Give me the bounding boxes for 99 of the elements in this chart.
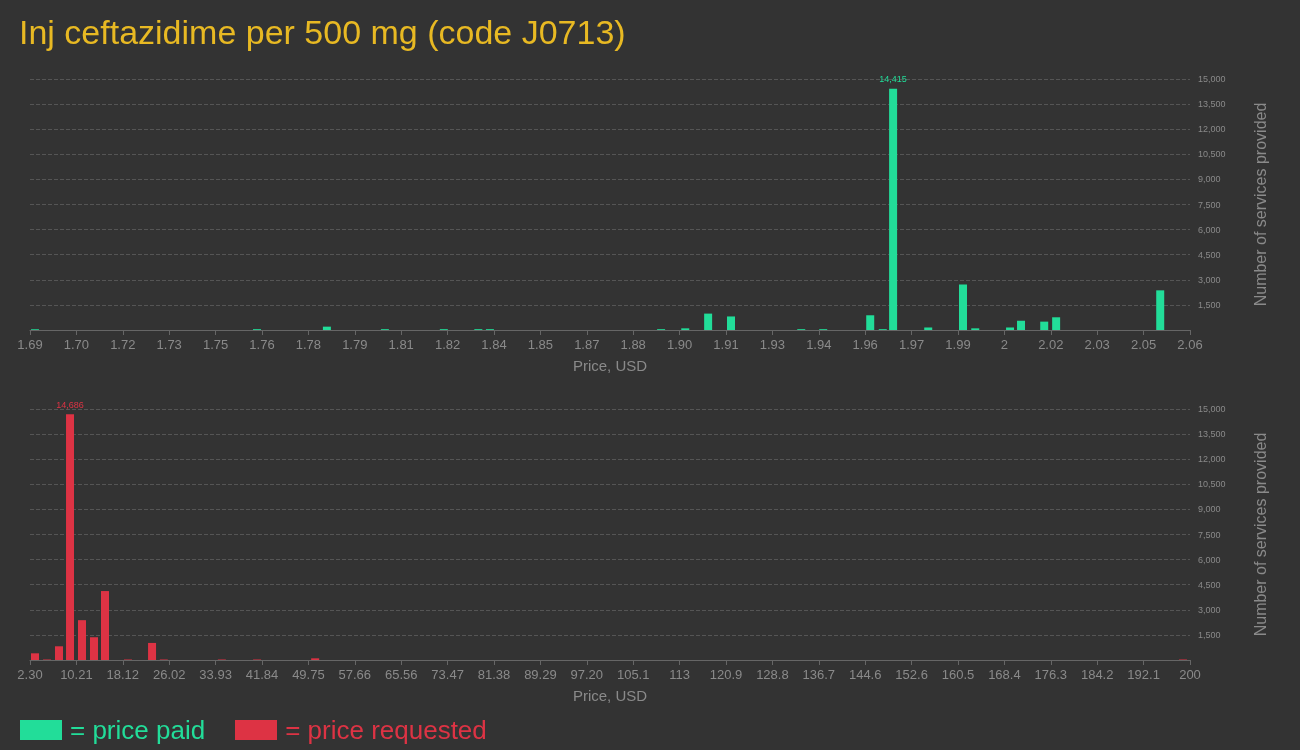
y-tick-label: 4,500 xyxy=(1198,579,1221,590)
y-tick-label: 7,500 xyxy=(1198,529,1221,540)
x-tick-label: 1.99 xyxy=(945,337,971,352)
bar xyxy=(866,315,875,330)
x-tick-label: 1.84 xyxy=(481,337,507,352)
y-tick-label: 15,000 xyxy=(1198,404,1226,414)
bar xyxy=(77,620,86,660)
y-tick-label: 9,000 xyxy=(1198,174,1221,185)
x-tick-label: 2.06 xyxy=(1177,337,1203,352)
x-tick-label: 81.38 xyxy=(477,667,511,682)
x-tick-label: 1.96 xyxy=(852,337,878,352)
x-tick-label: 1.78 xyxy=(295,337,322,352)
x-tick-label: 1.81 xyxy=(388,337,414,352)
chart-title: Inj ceftazidime per 500 mg (code J0713) xyxy=(19,13,626,51)
x-tick-label: 65.56 xyxy=(384,667,418,682)
y-tick-label: 10,500 xyxy=(1198,149,1226,160)
y-axis-title: Number of services provided xyxy=(1251,432,1269,637)
x-tick-label: 89.29 xyxy=(524,667,557,682)
y-tick-label: 4,500 xyxy=(1198,249,1221,260)
y-tick-label: 1,500 xyxy=(1198,629,1221,640)
x-tick-label: 1.79 xyxy=(342,337,368,352)
x-tick-label: 10.21 xyxy=(60,667,93,682)
x-tick-label: 2 xyxy=(1000,337,1009,352)
y-tick-label: 7,500 xyxy=(1198,199,1221,210)
x-tick-label: 1.76 xyxy=(249,337,275,352)
y-tick-label: 13,500 xyxy=(1198,99,1226,110)
x-tick-label: 160.5 xyxy=(941,667,975,682)
x-tick-label: 152.6 xyxy=(895,667,928,682)
x-tick-label: 1.73 xyxy=(156,337,182,352)
x-tick-label: 184.2 xyxy=(1080,667,1114,682)
x-tick-label: 2.03 xyxy=(1084,337,1110,352)
bar xyxy=(959,284,968,330)
bar xyxy=(1052,317,1061,330)
x-tick-label: 2.02 xyxy=(1038,337,1064,352)
x-tick-label: 2.05 xyxy=(1130,337,1157,352)
x-tick-label: 176.3 xyxy=(1034,667,1068,682)
x-tick-label: 200 xyxy=(1179,667,1201,682)
y-tick-label: 13,500 xyxy=(1198,429,1226,440)
x-tick-label: 113 xyxy=(669,667,690,682)
x-tick-label: 73.47 xyxy=(431,667,464,682)
x-tick-label: 128.8 xyxy=(756,667,789,682)
bar xyxy=(704,313,713,330)
bar xyxy=(90,637,99,660)
x-tick-label: 1.97 xyxy=(898,337,925,352)
x-tick-label: 1.91 xyxy=(713,337,739,352)
x-tick-label: 144.6 xyxy=(848,667,882,682)
bar xyxy=(66,414,75,660)
bar xyxy=(924,327,933,330)
y-tick-label: 12,000 xyxy=(1198,124,1226,135)
bar xyxy=(889,88,898,330)
y-tick-label: 3,000 xyxy=(1198,604,1221,615)
x-tick-label: 57.66 xyxy=(338,667,372,682)
x-tick-label: 168.4 xyxy=(988,667,1021,682)
x-tick-label: 120.9 xyxy=(709,667,743,682)
legend-label: = price paid xyxy=(70,714,206,746)
x-tick-label: 1.72 xyxy=(110,337,136,352)
bar xyxy=(30,653,39,660)
x-axis-title: Price, USD xyxy=(572,687,648,704)
x-tick-label: 1.87 xyxy=(574,337,600,352)
bar xyxy=(148,642,157,660)
bar xyxy=(1006,327,1015,330)
y-tick-label: 6,000 xyxy=(1198,554,1221,565)
x-tick-label: 1.82 xyxy=(434,337,461,352)
y-tick-label: 10,500 xyxy=(1198,479,1226,490)
bar xyxy=(1156,290,1165,330)
x-tick-label: 1.85 xyxy=(527,337,554,352)
x-tick-label: 1.69 xyxy=(17,337,43,352)
x-axis-title: Price, USD xyxy=(572,357,648,374)
bar xyxy=(1040,321,1049,330)
x-tick-label: 41.84 xyxy=(245,667,279,682)
data-label: 14,415 xyxy=(879,74,907,85)
bar xyxy=(100,591,109,660)
x-tick-label: 105.1 xyxy=(616,667,650,682)
y-tick-label: 12,000 xyxy=(1198,454,1226,465)
x-tick-label: 1.70 xyxy=(63,337,90,352)
x-tick-label: 1.90 xyxy=(666,337,693,352)
x-tick-label: 1.94 xyxy=(806,337,832,352)
y-tick-label: 6,000 xyxy=(1198,224,1221,235)
x-tick-label: 49.75 xyxy=(292,667,325,682)
x-tick-label: 1.75 xyxy=(202,337,229,352)
data-label: 14,686 xyxy=(56,399,84,410)
x-tick-label: 1.93 xyxy=(759,337,786,352)
x-tick-label: 136.7 xyxy=(802,667,836,682)
legend-label: = price requested xyxy=(285,714,487,746)
x-tick-label: 2.30 xyxy=(17,667,43,682)
y-tick-label: 9,000 xyxy=(1198,504,1221,515)
x-tick-label: 192.1 xyxy=(1127,667,1160,682)
bar xyxy=(1017,320,1026,330)
x-tick-label: 26.02 xyxy=(152,667,186,682)
x-tick-label: 97.20 xyxy=(570,667,604,682)
y-tick-label: 1,500 xyxy=(1198,299,1221,310)
bar xyxy=(54,646,63,660)
x-tick-label: 18.12 xyxy=(106,667,140,682)
y-tick-label: 15,000 xyxy=(1198,74,1226,84)
bar xyxy=(727,316,736,330)
y-tick-label: 3,000 xyxy=(1198,274,1221,285)
y-axis-title: Number of services provided xyxy=(1251,102,1269,307)
x-tick-label: 33.93 xyxy=(199,667,232,682)
x-tick-label: 1.88 xyxy=(620,337,646,352)
